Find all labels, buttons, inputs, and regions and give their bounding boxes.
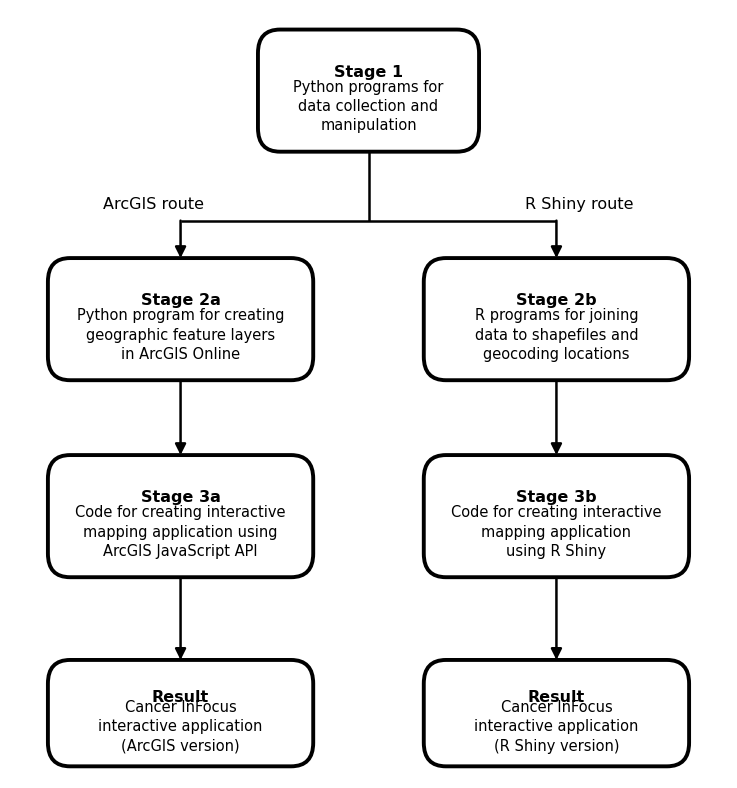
Text: Python program for creating
geographic feature layers
in ArcGIS Online: Python program for creating geographic f… xyxy=(77,308,284,362)
FancyBboxPatch shape xyxy=(424,455,689,577)
FancyBboxPatch shape xyxy=(48,455,313,577)
FancyBboxPatch shape xyxy=(424,258,689,381)
Text: Stage 3b: Stage 3b xyxy=(516,490,597,505)
Text: Code for creating interactive
mapping application
using R Shiny: Code for creating interactive mapping ap… xyxy=(451,505,662,559)
Text: Code for creating interactive
mapping application using
ArcGIS JavaScript API: Code for creating interactive mapping ap… xyxy=(75,505,286,559)
Text: Cancer InFocus
interactive application
(ArcGIS version): Cancer InFocus interactive application (… xyxy=(98,701,263,753)
Text: Stage 1: Stage 1 xyxy=(334,65,403,80)
FancyBboxPatch shape xyxy=(258,29,479,152)
Text: R programs for joining
data to shapefiles and
geocoding locations: R programs for joining data to shapefile… xyxy=(475,308,638,362)
Text: ArcGIS route: ArcGIS route xyxy=(103,197,204,213)
FancyBboxPatch shape xyxy=(424,660,689,766)
FancyBboxPatch shape xyxy=(48,258,313,381)
Text: Python programs for
data collection and
manipulation: Python programs for data collection and … xyxy=(293,80,444,133)
Text: Stage 2b: Stage 2b xyxy=(516,293,597,308)
Text: Cancer InFocus
interactive application
(R Shiny version): Cancer InFocus interactive application (… xyxy=(474,701,639,753)
Text: R Shiny route: R Shiny route xyxy=(525,197,634,213)
Text: Result: Result xyxy=(528,690,585,704)
Text: Stage 3a: Stage 3a xyxy=(141,490,220,505)
Text: Stage 2a: Stage 2a xyxy=(141,293,220,308)
Text: Result: Result xyxy=(152,690,209,704)
FancyBboxPatch shape xyxy=(48,660,313,766)
